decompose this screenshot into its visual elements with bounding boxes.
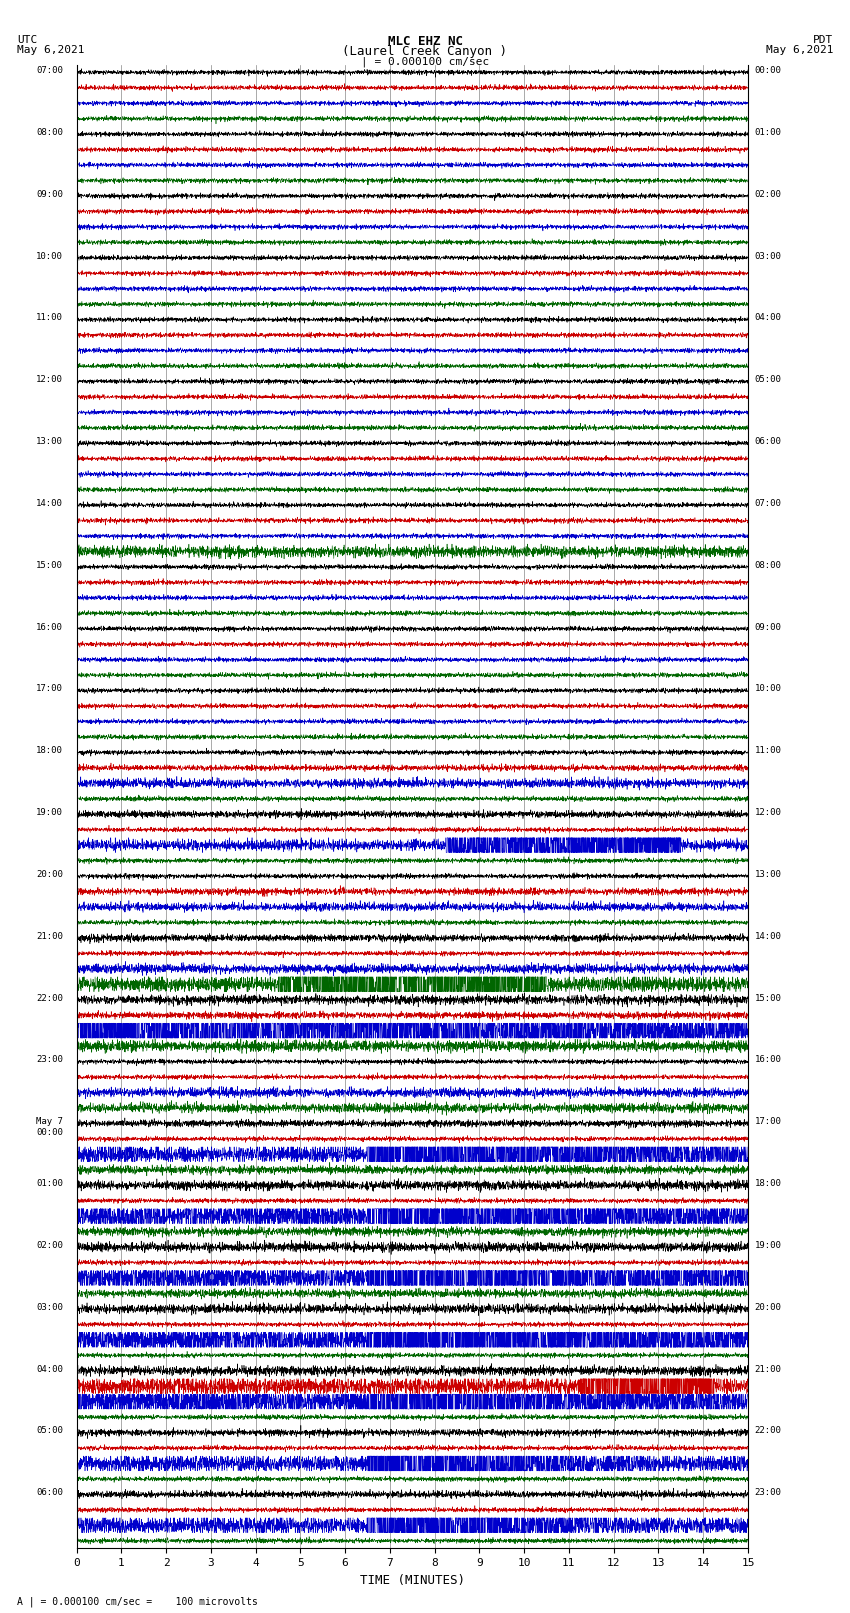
Text: 22:00: 22:00 <box>37 994 63 1003</box>
Text: 13:00: 13:00 <box>755 869 782 879</box>
Text: 06:00: 06:00 <box>755 437 782 447</box>
Text: May 6,2021: May 6,2021 <box>17 45 84 55</box>
Text: 02:00: 02:00 <box>37 1240 63 1250</box>
Text: 01:00: 01:00 <box>37 1179 63 1189</box>
Text: 20:00: 20:00 <box>37 869 63 879</box>
Text: 19:00: 19:00 <box>37 808 63 818</box>
Text: MLC EHZ NC: MLC EHZ NC <box>388 35 462 48</box>
Text: 07:00: 07:00 <box>755 498 782 508</box>
Text: 10:00: 10:00 <box>37 252 63 261</box>
Text: 01:00: 01:00 <box>755 127 782 137</box>
X-axis label: TIME (MINUTES): TIME (MINUTES) <box>360 1574 465 1587</box>
Text: 21:00: 21:00 <box>37 932 63 940</box>
Text: 23:00: 23:00 <box>37 1055 63 1065</box>
Text: 21:00: 21:00 <box>755 1365 782 1374</box>
Text: 06:00: 06:00 <box>37 1489 63 1497</box>
Text: 00:00: 00:00 <box>755 66 782 76</box>
Text: 18:00: 18:00 <box>755 1179 782 1189</box>
Text: May 6,2021: May 6,2021 <box>766 45 833 55</box>
Text: 17:00: 17:00 <box>37 684 63 694</box>
Text: 14:00: 14:00 <box>755 932 782 940</box>
Text: 17:00: 17:00 <box>755 1118 782 1126</box>
Text: 04:00: 04:00 <box>37 1365 63 1374</box>
Text: 14:00: 14:00 <box>37 498 63 508</box>
Text: 16:00: 16:00 <box>37 623 63 632</box>
Text: 09:00: 09:00 <box>755 623 782 632</box>
Text: 19:00: 19:00 <box>755 1240 782 1250</box>
Text: 03:00: 03:00 <box>755 252 782 261</box>
Text: 02:00: 02:00 <box>755 190 782 198</box>
Text: 23:00: 23:00 <box>755 1489 782 1497</box>
Text: 03:00: 03:00 <box>37 1303 63 1311</box>
Text: PDT: PDT <box>813 35 833 45</box>
Text: 15:00: 15:00 <box>37 561 63 569</box>
Text: 05:00: 05:00 <box>755 376 782 384</box>
Text: 15:00: 15:00 <box>755 994 782 1003</box>
Text: 18:00: 18:00 <box>37 747 63 755</box>
Text: 07:00: 07:00 <box>37 66 63 76</box>
Text: 12:00: 12:00 <box>37 376 63 384</box>
Text: 12:00: 12:00 <box>755 808 782 818</box>
Text: UTC: UTC <box>17 35 37 45</box>
Text: 16:00: 16:00 <box>755 1055 782 1065</box>
Text: | = 0.000100 cm/sec: | = 0.000100 cm/sec <box>361 56 489 68</box>
Text: 22:00: 22:00 <box>755 1426 782 1436</box>
Text: 10:00: 10:00 <box>755 684 782 694</box>
Text: May 7
00:00: May 7 00:00 <box>37 1118 63 1137</box>
Text: 04:00: 04:00 <box>755 313 782 323</box>
Text: 08:00: 08:00 <box>755 561 782 569</box>
Text: (Laurel Creek Canyon ): (Laurel Creek Canyon ) <box>343 45 507 58</box>
Text: 11:00: 11:00 <box>37 313 63 323</box>
Text: 11:00: 11:00 <box>755 747 782 755</box>
Text: 20:00: 20:00 <box>755 1303 782 1311</box>
Text: 08:00: 08:00 <box>37 127 63 137</box>
Text: 05:00: 05:00 <box>37 1426 63 1436</box>
Text: A | = 0.000100 cm/sec =    100 microvolts: A | = 0.000100 cm/sec = 100 microvolts <box>17 1595 258 1607</box>
Text: 09:00: 09:00 <box>37 190 63 198</box>
Text: 13:00: 13:00 <box>37 437 63 447</box>
